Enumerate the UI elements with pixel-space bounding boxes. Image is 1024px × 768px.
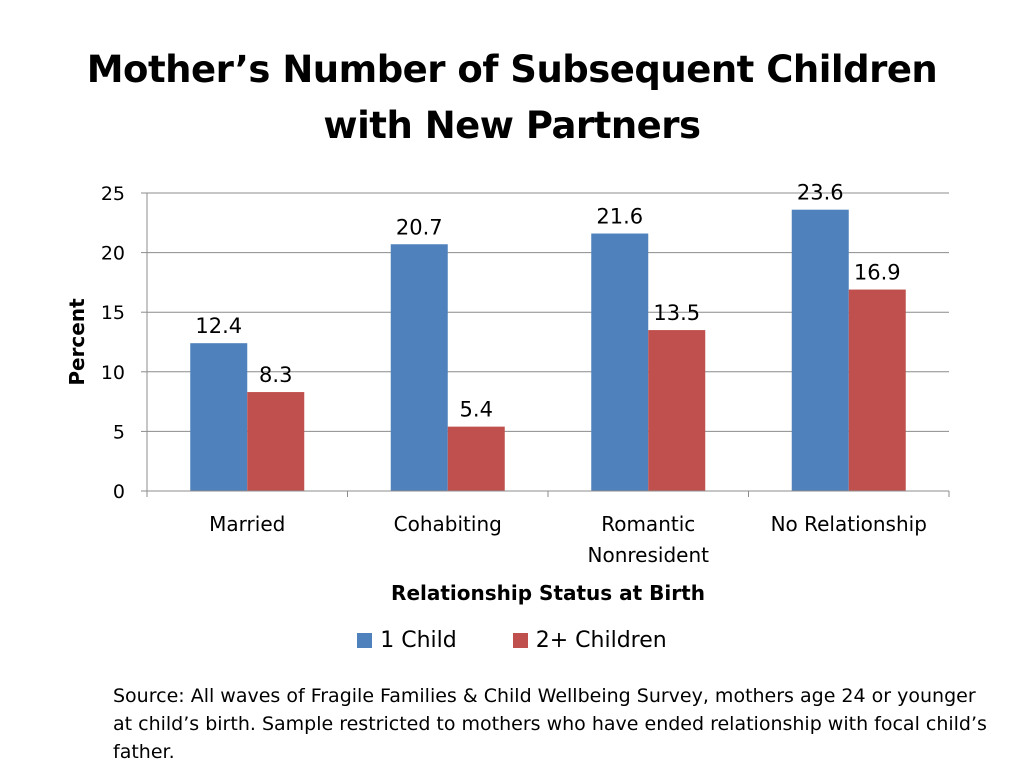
bar-cohabiting-1-child	[390, 244, 448, 491]
bar-no-relationship-1-child	[791, 209, 849, 492]
chart-title-line-2: with New Partners	[323, 104, 701, 147]
data-label-no-relationship-1-child: 23.6	[797, 181, 844, 205]
data-label-cohabiting-1-child: 20.7	[396, 215, 443, 239]
legend: 1 Child 2+ Children	[0, 628, 1024, 653]
data-label-romantic-nonresident-2-children: 13.5	[653, 301, 700, 325]
x-tick-label-romantic-nonresident: Romantic Nonresident	[588, 512, 710, 567]
legend-swatch-2-plus-children	[512, 633, 528, 648]
chart-title-line-1: Mother’s Number of Subsequent Children	[86, 48, 938, 91]
axes	[141, 192, 950, 497]
y-tick-label-5: 5	[113, 421, 125, 443]
y-tick-label-0: 0	[113, 481, 125, 503]
bar-married-1-child	[190, 343, 248, 491]
y-tick-label-25: 25	[101, 183, 125, 205]
y-tick-label-10: 10	[101, 362, 125, 384]
data-label-no-relationship-2-children: 16.9	[854, 261, 901, 285]
chart-title: Mother’s Number of Subsequent Children w…	[0, 42, 1024, 154]
bar-romantic-nonresident-2-children	[648, 330, 706, 491]
legend-swatch-1-child	[357, 633, 373, 648]
data-label-cohabiting-2-children: 5.4	[460, 398, 493, 422]
y-axis-title: Percent	[65, 298, 89, 386]
data-label-married-1-child: 12.4	[195, 314, 242, 338]
bar-married-2-children	[247, 392, 305, 491]
y-tick-label-15: 15	[101, 302, 125, 324]
bar-cohabiting-2-children	[447, 426, 505, 491]
legend-item-2-plus-children: 2+ Children	[512, 628, 667, 653]
source-note: Source: All waves of Fragile Families & …	[113, 685, 987, 763]
data-label-romantic-nonresident-1-child: 21.6	[596, 205, 643, 229]
legend-label-2-plus-children: 2+ Children	[535, 628, 667, 653]
x-tick-label-cohabiting: Cohabiting	[394, 512, 502, 536]
labels: 0 5 10 15 20 25 Married 12.4 8.3 Cohabiting 20.7 5.…	[101, 181, 927, 567]
x-tick-label-married: Married	[209, 512, 285, 536]
x-tick-label-no-relationship: No Relationship	[771, 512, 927, 536]
legend-label-1-child: 1 Child	[380, 628, 457, 653]
bar-no-relationship-2-children	[848, 289, 906, 491]
x-axis-title: Relationship Status at Birth	[391, 581, 705, 605]
data-label-married-2-children: 8.3	[259, 363, 292, 387]
bar-romantic-nonresident-1-child	[591, 233, 649, 491]
y-tick-label-20: 20	[101, 243, 125, 265]
bars	[190, 209, 906, 492]
legend-item-1-child: 1 Child	[357, 628, 457, 653]
